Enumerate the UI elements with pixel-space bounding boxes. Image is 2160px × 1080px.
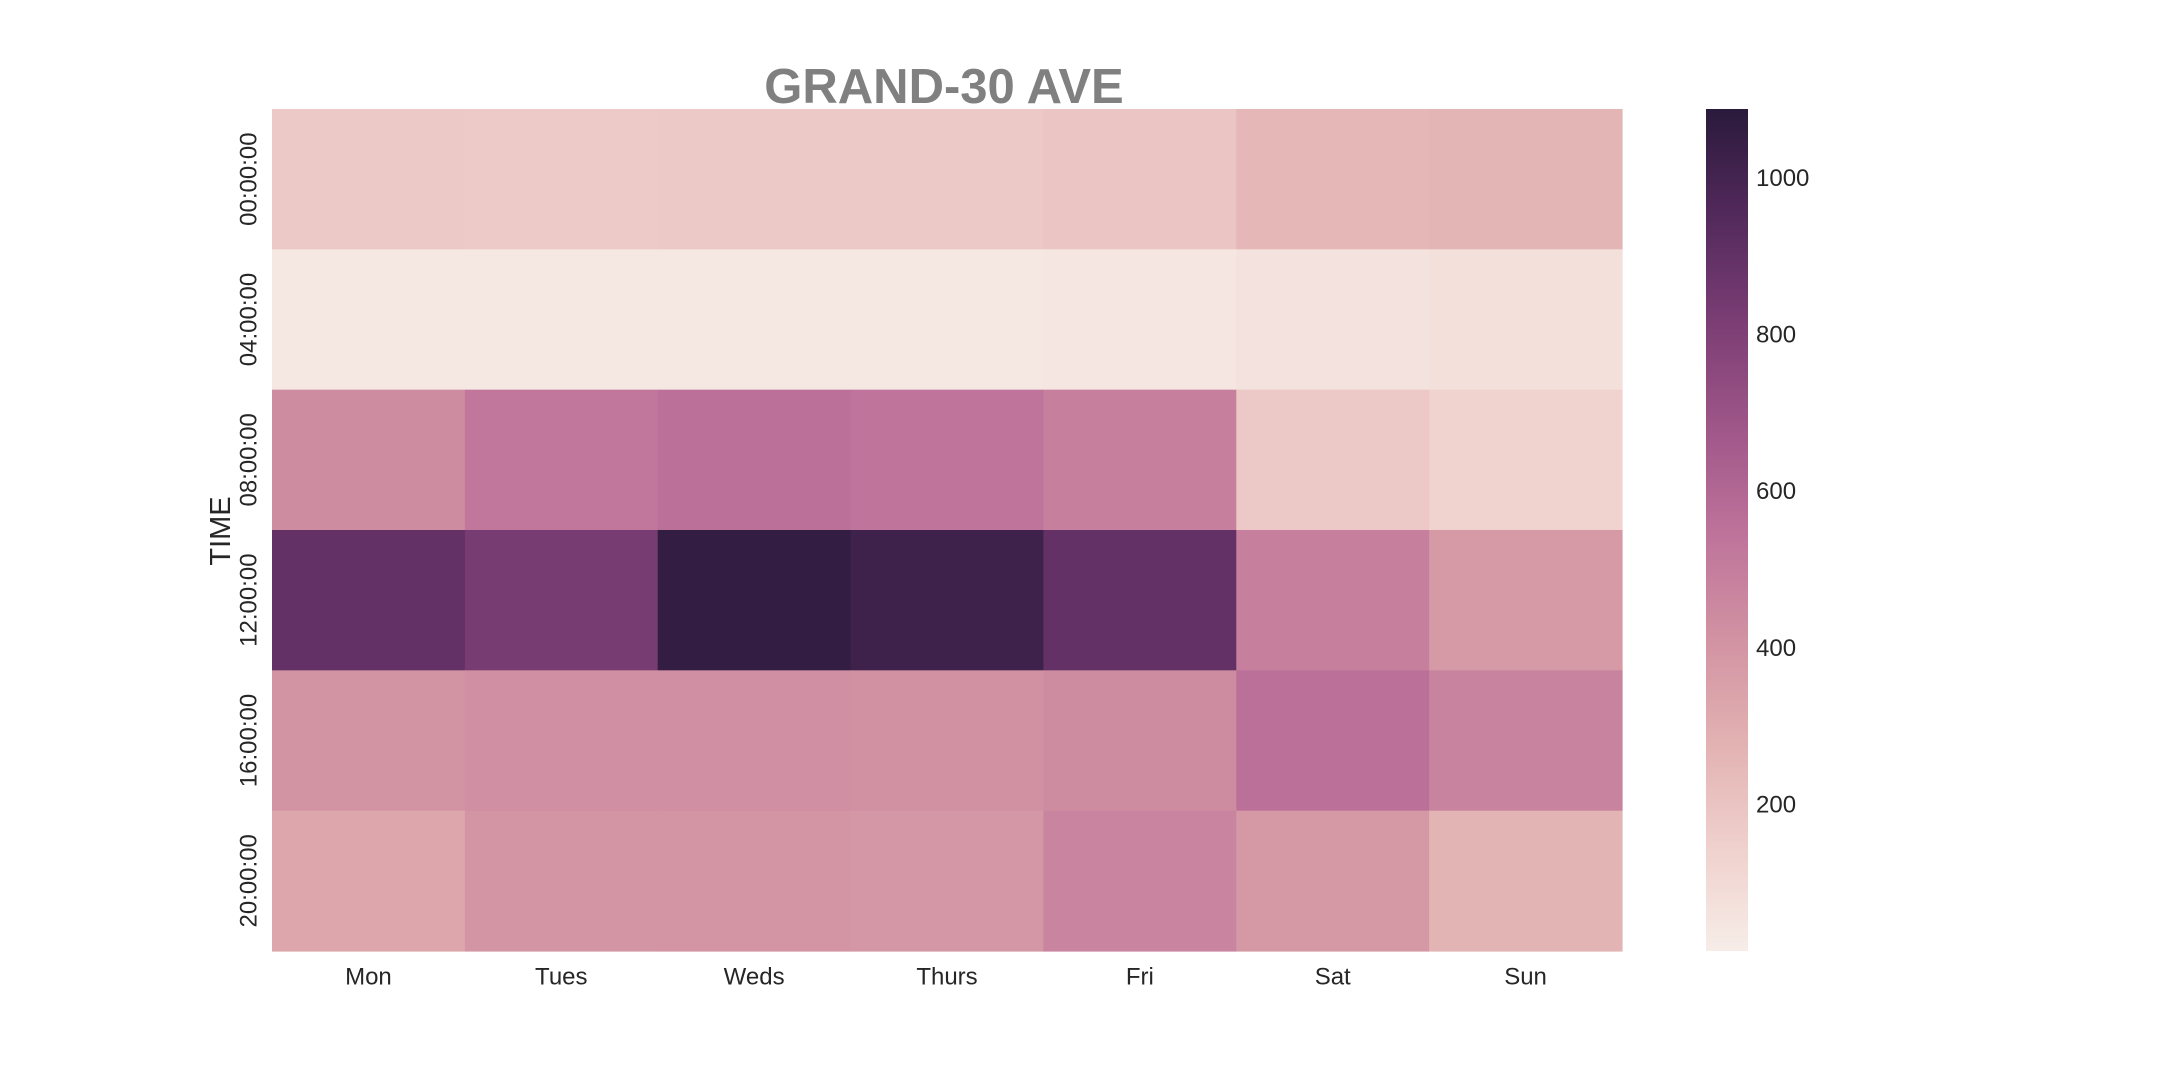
y-tick-label: 12:00:00 xyxy=(235,553,262,646)
heatmap-cell xyxy=(657,530,852,671)
heatmap-cell xyxy=(850,670,1045,812)
heatmap-cell xyxy=(1043,389,1237,531)
heatmap-cell xyxy=(850,530,1045,671)
heatmap-cell xyxy=(657,389,852,531)
heatmap-cell xyxy=(1429,530,1623,671)
heatmap-cell xyxy=(850,109,1045,250)
heatmap-cell xyxy=(657,810,852,952)
y-tick-label: 08:00:00 xyxy=(235,413,262,506)
x-tick-label: Thurs xyxy=(916,963,977,990)
heatmap-cell xyxy=(464,389,659,531)
heatmap-cell xyxy=(657,109,852,250)
heatmap-cell xyxy=(1429,810,1623,952)
colorbar-tick-label: 800 xyxy=(1756,321,1796,348)
colorbar-ticks: 200 400 600 800 1000 xyxy=(1756,165,1809,819)
heatmap-cell xyxy=(1236,249,1430,391)
heatmap-cell xyxy=(464,109,659,250)
heatmap-cell xyxy=(272,109,466,250)
y-tick-label: 00:00:00 xyxy=(235,132,262,225)
chart-title: GRAND-30 AVE xyxy=(764,60,1123,114)
heatmap-cells xyxy=(272,109,1623,952)
heatmap-cell xyxy=(1429,249,1623,391)
heatmap-cell xyxy=(850,810,1045,952)
heatmap-cell xyxy=(850,389,1045,531)
heatmap-cell xyxy=(1043,109,1237,250)
heatmap-cell xyxy=(1043,249,1237,391)
heatmap-cell xyxy=(1429,389,1623,531)
colorbar-tick-label: 200 xyxy=(1756,791,1796,818)
x-tick-label: Mon xyxy=(345,963,392,990)
heatmap-cell xyxy=(657,670,852,812)
heatmap-cell xyxy=(272,670,466,812)
heatmap-cell xyxy=(464,670,659,812)
y-tick-label: 04:00:00 xyxy=(235,273,262,366)
heatmap-cell xyxy=(1236,810,1430,952)
heatmap-cell xyxy=(1429,670,1623,812)
heatmap-cell xyxy=(464,530,659,671)
x-tick-label: Sun xyxy=(1504,963,1547,990)
colorbar: 200 400 600 800 1000 xyxy=(1706,109,1809,951)
heatmap-cell xyxy=(1043,530,1237,671)
heatmap-cell xyxy=(850,249,1045,391)
y-tick-label: 20:00:00 xyxy=(235,834,262,927)
heatmap-cell xyxy=(1043,810,1237,952)
x-axis-ticks: Mon Tues Weds Thurs Fri Sat Sun xyxy=(345,963,1547,990)
heatmap-cell xyxy=(272,389,466,531)
heatmap-cell xyxy=(272,249,466,391)
heatmap-cell xyxy=(1236,530,1430,671)
y-axis-ticks: 00:00:00 04:00:00 08:00:00 12:00:00 16:00:00… xyxy=(235,132,262,927)
x-tick-label: Tues xyxy=(535,963,587,990)
heatmap-cell xyxy=(1043,670,1237,812)
heatmap-cell xyxy=(464,810,659,952)
x-tick-label: Weds xyxy=(724,963,785,990)
heatmap-cell xyxy=(1429,109,1623,250)
colorbar-gradient xyxy=(1706,109,1748,951)
heatmap-cell xyxy=(657,249,852,391)
heatmap-cell xyxy=(1236,109,1430,250)
heatmap-cell xyxy=(272,810,466,952)
heatmap-cell xyxy=(464,249,659,391)
colorbar-tick-label: 600 xyxy=(1756,478,1796,505)
x-tick-label: Fri xyxy=(1126,963,1154,990)
y-tick-label: 16:00:00 xyxy=(235,694,262,787)
heatmap-cell xyxy=(272,530,466,671)
colorbar-tick-label: 400 xyxy=(1756,635,1796,662)
heatmap-cell xyxy=(1236,389,1430,531)
colorbar-tick-label: 1000 xyxy=(1756,165,1809,192)
x-tick-label: Sat xyxy=(1315,963,1351,990)
y-axis-label: TIME xyxy=(205,496,237,565)
heatmap-cell xyxy=(1236,670,1430,812)
